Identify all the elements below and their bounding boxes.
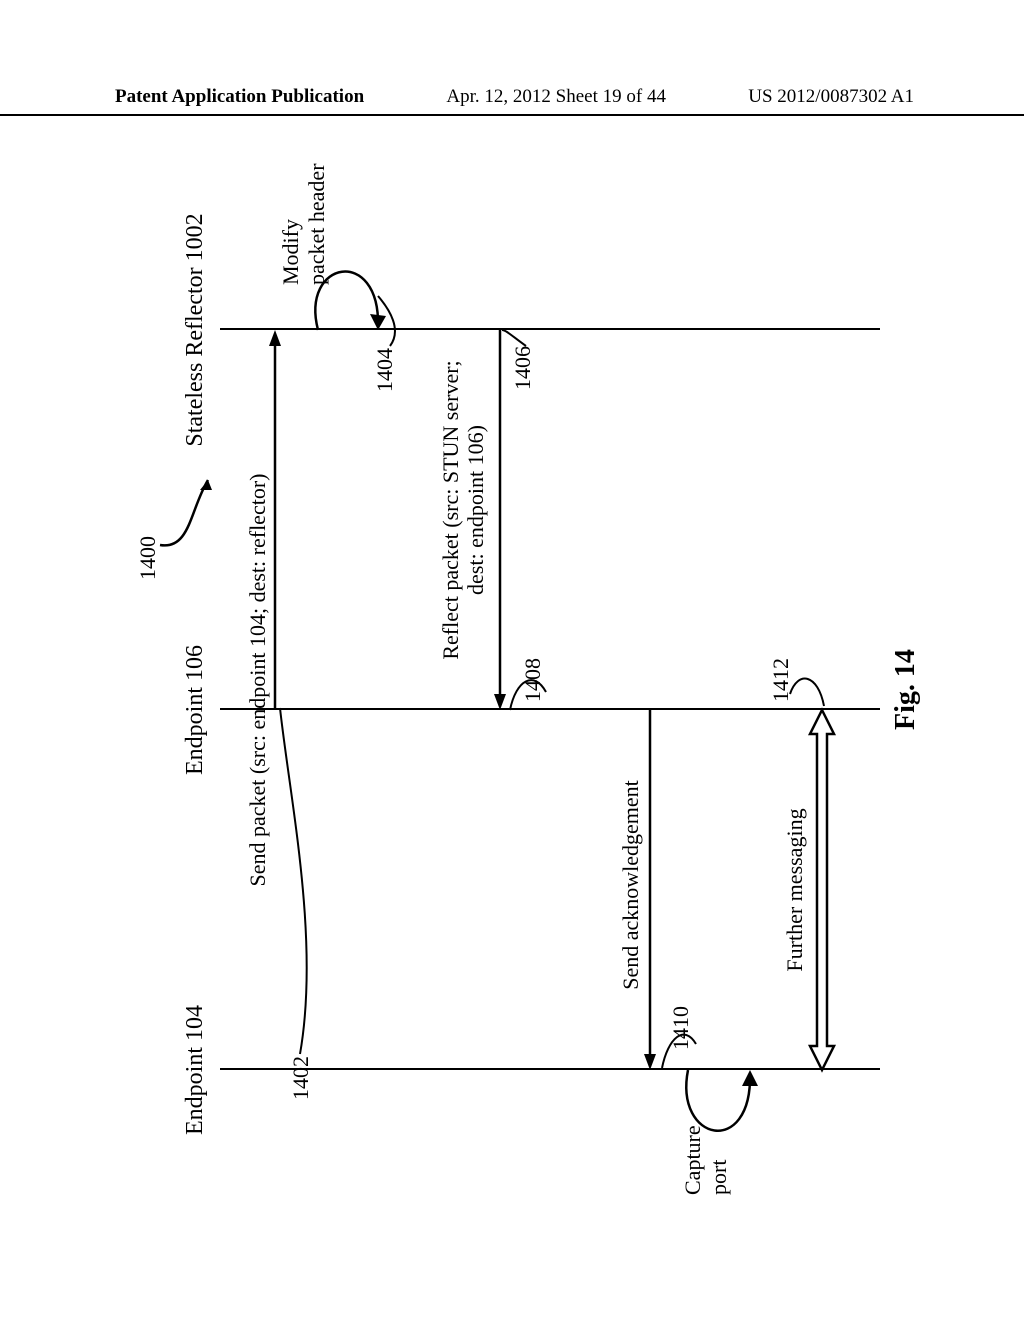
sheet-info: Apr. 12, 2012 Sheet 19 of 44 [446,86,666,108]
msg-label-1406-l1: Reflect packet (src: STUN server; [438,330,463,690]
lifeline-label-ep106: Endpoint 106 [182,645,209,775]
diagram-canvas: 1400 Endpoint 104 Endpoint 106 Stateless… [120,140,920,1200]
figure-ref-leader [160,460,220,560]
msg-label-1404-l2: packet header [304,163,330,285]
lifeline-ep104 [220,1068,880,1070]
leader-1404 [378,290,408,350]
leader-1408 [510,650,550,710]
arrow-1406 [492,330,508,710]
arrow-1408 [642,710,658,1070]
lifeline-label-ep104: Endpoint 104 [182,1005,209,1135]
msg-label-1410-l1: Capture [680,1125,706,1195]
leader-1402 [280,700,320,1060]
arrow-1412 [808,710,836,1070]
figure-caption: Fig. 14 [890,649,922,730]
msg-label-1408: Send acknowledgement [618,720,644,1050]
leader-1410 [662,1008,702,1068]
msg-label-1410-l2: port [706,1125,732,1195]
msg-label-1402: Send packet (src: endpoint 104; dest: re… [245,330,271,1030]
step-num-1404: 1404 [372,348,398,392]
step-num-1402: 1402 [288,1056,314,1100]
step-num-1406: 1406 [510,346,536,390]
pub-label: Patent Application Publication [115,86,364,108]
pub-number: US 2012/0087302 A1 [748,86,914,108]
msg-label-1404-l1: Modify [278,163,304,285]
msg-label-1410: Capture port [680,1125,732,1195]
msg-label-1406-l2: dest: endpoint 106) [463,330,488,690]
sequence-diagram: 1400 Endpoint 104 Endpoint 106 Stateless… [120,140,920,1200]
msg-label-1404: Modify packet header [278,163,330,285]
leader-1406 [502,310,532,350]
leader-1412 [790,650,830,710]
msg-label-1406: Reflect packet (src: STUN server; dest: … [438,330,489,690]
figure-ref: 1400 [135,536,161,580]
msg-label-1412: Further messaging [782,740,808,1040]
page-header: Patent Application Publication Apr. 12, … [0,86,1024,116]
lifeline-label-reflector: Stateless Reflector 1002 [182,213,209,446]
